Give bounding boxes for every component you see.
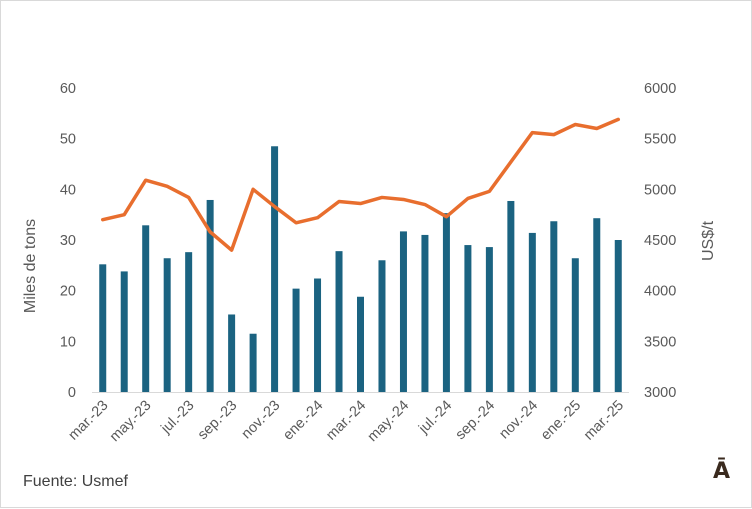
bar-jul.-23 [185,252,193,392]
x-tick-nov.-23: nov.-23 [239,398,284,443]
bar-nov.-23 [271,146,279,392]
bar-oct.-23 [249,333,257,392]
bar-feb.-24 [335,251,343,392]
y-left-tick-20: 20 [60,284,76,300]
bar-jul.-24 [442,213,450,392]
bar-nov.-24 [528,232,536,392]
y-left-tick-0: 0 [68,385,76,401]
y-left-tick-labels: 0 10 20 30 40 50 60 [60,81,76,401]
x-tick-jul.-24: jul.-24 [415,398,455,438]
bar-feb.-25 [593,218,601,392]
x-tick-mar.-23: mar.-23 [65,398,111,444]
bar-may.-24 [399,231,407,392]
y-right-tick-5500: 5500 [644,132,676,148]
y-right-tick-6000: 6000 [644,81,676,97]
bar-dic.-24 [550,221,558,392]
bar-dic.-23 [292,288,300,392]
x-tick-nov.-24: nov.-24 [496,398,541,443]
bar-oct.-24 [507,200,515,392]
x-tick-may.-23: may.-23 [107,398,155,446]
bar-ene.-24 [314,278,322,392]
x-tick-sep.-23: sep.-23 [195,398,241,444]
y-right-tick-3500: 3500 [644,334,676,350]
y-left-tick-10: 10 [60,334,76,350]
x-tick-sep.-24: sep.-24 [453,398,499,444]
line-series [100,117,621,252]
x-tick-may.-24: may.-24 [365,398,413,446]
y-right-tick-3000: 3000 [644,385,676,401]
bar-mar.-23 [99,264,107,392]
y-right-tick-5000: 5000 [644,182,676,198]
bar-mar.-24 [357,296,364,392]
bar-sep.-24 [485,247,493,392]
bar-ago.-24 [464,245,472,392]
bar-may.-23 [142,225,150,392]
y-left-axis-title: Miles de tons [22,219,39,313]
bar-abr.-24 [378,260,386,392]
y-right-tick-4000: 4000 [644,284,676,300]
bar-ene.-25 [571,258,579,392]
bar-series [99,146,622,392]
bar-jun.-24 [421,234,429,392]
bar-abr.-23 [120,271,128,392]
y-left-tick-50: 50 [60,132,76,148]
y-right-axis-title: US$/t [700,220,717,261]
y-right-tick-labels: 3000 3500 4000 4500 5000 5500 6000 [644,81,676,401]
y-left-tick-40: 40 [60,182,76,198]
bar-sep.-23 [228,314,236,392]
x-tick-ene.-25: ene.-25 [538,398,584,444]
x-tick-jul.-23: jul.-23 [158,398,198,438]
bar-mar.-25 [614,240,622,392]
y-right-tick-4500: 4500 [644,233,676,249]
y-left-tick-60: 60 [60,81,76,97]
source-note: Fuente: Usmef [23,473,128,490]
price-line [100,117,621,252]
x-tick-ene.-24: ene.-24 [280,398,326,444]
x-tick-mar.-24: mar.-24 [323,398,369,444]
brand-logo: Ā [713,459,731,484]
y-left-tick-30: 30 [60,233,76,249]
x-tick-mar.-25: mar.-25 [581,398,627,444]
bar-jun.-23 [163,258,171,392]
bar-ago.-23 [206,199,214,392]
